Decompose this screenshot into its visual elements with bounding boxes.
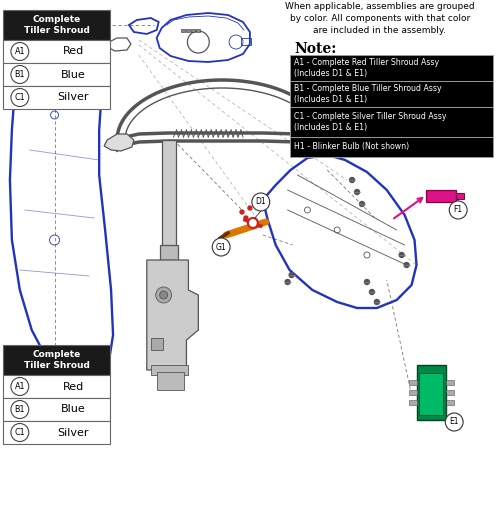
Circle shape xyxy=(252,193,270,211)
Text: Complete
Tiller Shroud: Complete Tiller Shroud xyxy=(24,350,90,370)
Bar xyxy=(290,55,493,81)
Circle shape xyxy=(160,291,168,299)
Bar xyxy=(182,29,186,32)
Bar xyxy=(3,421,110,444)
Text: C1: C1 xyxy=(14,428,25,437)
Circle shape xyxy=(374,299,380,305)
Text: Blue: Blue xyxy=(61,69,86,80)
Bar xyxy=(160,245,178,260)
Circle shape xyxy=(244,216,248,220)
Circle shape xyxy=(450,201,467,219)
Circle shape xyxy=(360,201,364,207)
Text: B1: B1 xyxy=(14,70,25,79)
Circle shape xyxy=(11,423,29,441)
Circle shape xyxy=(11,377,29,395)
Bar xyxy=(456,193,464,199)
Circle shape xyxy=(11,42,29,60)
Circle shape xyxy=(240,210,244,214)
Bar xyxy=(408,380,416,385)
Circle shape xyxy=(446,413,463,431)
Bar xyxy=(241,38,251,45)
Circle shape xyxy=(11,401,29,419)
Bar xyxy=(420,373,444,415)
Bar xyxy=(3,398,110,421)
Bar xyxy=(290,81,493,107)
Circle shape xyxy=(285,279,290,285)
Bar xyxy=(426,190,456,202)
Bar xyxy=(408,400,416,405)
Text: G1: G1 xyxy=(216,243,226,252)
Text: Blue: Blue xyxy=(61,404,86,414)
Bar xyxy=(192,29,196,32)
Text: C1: C1 xyxy=(14,93,25,102)
Circle shape xyxy=(212,238,230,256)
Polygon shape xyxy=(316,134,347,150)
Text: H1 - Blinker Bulb (Not shown): H1 - Blinker Bulb (Not shown) xyxy=(294,143,408,152)
Circle shape xyxy=(354,190,360,195)
Bar xyxy=(446,380,454,385)
Bar xyxy=(162,140,175,250)
Bar xyxy=(3,345,110,375)
Text: A1 - Complete Red Tiller Shroud Assy
(Includes D1 & E1): A1 - Complete Red Tiller Shroud Assy (In… xyxy=(294,58,438,78)
Bar xyxy=(416,365,446,420)
Circle shape xyxy=(11,66,29,84)
Bar xyxy=(290,137,493,157)
Bar xyxy=(186,29,190,32)
Circle shape xyxy=(248,206,252,210)
Text: B1: B1 xyxy=(14,405,25,414)
Text: Complete
Tiller Shroud: Complete Tiller Shroud xyxy=(24,15,90,35)
Circle shape xyxy=(364,279,370,285)
Circle shape xyxy=(11,89,29,107)
Circle shape xyxy=(370,289,374,295)
Circle shape xyxy=(399,252,404,258)
Circle shape xyxy=(350,178,354,182)
Bar xyxy=(446,390,454,395)
Text: When applicable, assemblies are grouped
by color. All components with that color: When applicable, assemblies are grouped … xyxy=(285,2,474,36)
Bar xyxy=(150,338,162,350)
Text: Silver: Silver xyxy=(58,93,89,102)
Bar xyxy=(408,390,416,395)
Circle shape xyxy=(404,262,409,268)
Text: A1: A1 xyxy=(14,382,25,391)
Bar xyxy=(3,40,110,63)
Text: D1: D1 xyxy=(256,198,266,207)
Circle shape xyxy=(156,287,172,303)
Circle shape xyxy=(248,218,258,228)
Bar xyxy=(446,400,454,405)
Circle shape xyxy=(97,45,101,49)
Polygon shape xyxy=(147,260,199,370)
Text: E1: E1 xyxy=(450,418,459,427)
Circle shape xyxy=(289,272,294,278)
Text: Red: Red xyxy=(63,47,84,57)
Text: Note:: Note: xyxy=(294,42,337,56)
Text: B1 - Complete Blue Tiller Shroud Assy
(Includes D1 & E1): B1 - Complete Blue Tiller Shroud Assy (I… xyxy=(294,84,441,104)
Bar xyxy=(156,372,184,390)
Text: Silver: Silver xyxy=(58,428,89,437)
Bar xyxy=(290,107,493,137)
Bar xyxy=(3,375,110,398)
Polygon shape xyxy=(104,134,134,151)
Bar xyxy=(3,63,110,86)
Bar xyxy=(3,10,110,40)
Text: Red: Red xyxy=(63,382,84,392)
Bar xyxy=(150,365,188,375)
Text: F1: F1 xyxy=(454,206,462,215)
Bar xyxy=(196,29,200,32)
Text: C1 - Complete Silver Tiller Shroud Assy
(Includes D1 & E1): C1 - Complete Silver Tiller Shroud Assy … xyxy=(294,112,446,132)
Text: A1: A1 xyxy=(14,47,25,56)
Bar xyxy=(3,86,110,109)
